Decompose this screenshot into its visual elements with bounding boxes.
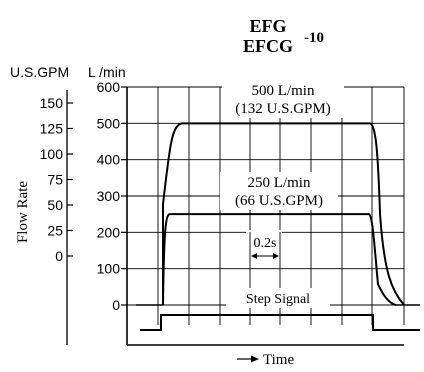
x-axis-arrowhead: [251, 355, 259, 363]
series-label-bg-500: [222, 80, 344, 118]
series-label-250: 250 L/min: [248, 175, 311, 191]
left-tick-label: 100: [40, 146, 64, 162]
time-scale-label: 0.2s: [254, 236, 277, 251]
y-axis-label: Flow Rate: [15, 181, 31, 243]
left-tick-label: 125: [40, 121, 64, 137]
right-tick-label: 400: [97, 152, 121, 168]
right-ticks: 600 500 400 300 200 100 0: [97, 79, 127, 313]
right-tick-label: 100: [97, 261, 121, 277]
left-tick-label: 75: [47, 172, 63, 188]
chart-title: EFG: [249, 16, 286, 36]
step-signal-line: [140, 314, 420, 331]
left-axis-unit: U.S.GPM: [10, 64, 69, 80]
step-signal-label-bg: [226, 288, 330, 308]
time-scale-arrowhead-right: [273, 253, 279, 259]
axes: [66, 87, 404, 346]
time-scale-arrowhead-left: [251, 253, 257, 259]
x-axis-label: Time: [263, 352, 294, 368]
right-axis-unit: L /min: [88, 64, 126, 80]
chart-title-line2: EFCG: [243, 36, 293, 56]
series-label-500: 500 L/min: [252, 83, 315, 99]
series-label-bg-250: [220, 172, 338, 210]
left-tick-label: 0: [55, 248, 63, 264]
series-label-250-line2: (66 U.S.GPM): [235, 193, 323, 209]
right-tick-label: 0: [112, 297, 120, 313]
series-curve-250: [162, 213, 397, 306]
step-signal-label: Step Signal: [246, 292, 310, 307]
left-tick-label: 25: [47, 223, 63, 239]
right-tick-label: 300: [97, 188, 121, 204]
right-tick-label: 500: [97, 115, 121, 131]
time-scale-bg: [246, 230, 282, 266]
series-curve-500: [162, 122, 405, 306]
chart-title-superscript: -10: [304, 30, 324, 46]
right-tick-label: 600: [97, 79, 121, 95]
series-label-500-line2: (132 U.S.GPM): [235, 101, 330, 117]
left-tick-label: 150: [40, 95, 64, 111]
left-tick-label: 50: [47, 197, 63, 213]
right-tick-label: 200: [97, 224, 121, 240]
left-ticks: 150 125 100 75 50 25 0: [40, 95, 73, 264]
